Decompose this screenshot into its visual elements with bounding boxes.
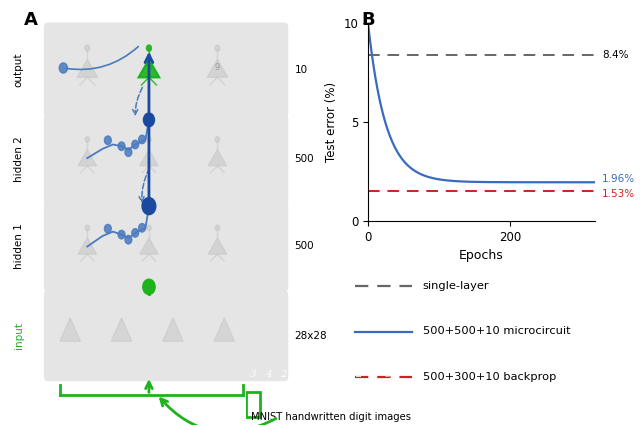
Text: 28x28: 28x28 (294, 331, 327, 341)
Text: 1.53%: 1.53% (602, 189, 636, 199)
Circle shape (85, 137, 90, 142)
Polygon shape (208, 150, 227, 166)
FancyBboxPatch shape (44, 114, 288, 205)
X-axis label: Epochs: Epochs (460, 249, 504, 262)
FancyBboxPatch shape (44, 201, 288, 292)
Circle shape (132, 229, 139, 237)
Circle shape (118, 142, 125, 150)
Polygon shape (78, 150, 97, 166)
Polygon shape (140, 150, 158, 166)
Circle shape (215, 137, 220, 142)
Circle shape (104, 224, 111, 233)
Polygon shape (78, 238, 97, 254)
Text: 8.4%: 8.4% (602, 50, 628, 60)
Text: 9: 9 (265, 401, 271, 410)
Text: 2: 2 (280, 370, 287, 379)
Text: 8: 8 (250, 401, 257, 410)
Text: 4: 4 (265, 370, 271, 379)
Text: 8: 8 (146, 63, 152, 73)
Circle shape (132, 140, 139, 149)
Text: single-layer: single-layer (423, 281, 490, 291)
Circle shape (85, 45, 90, 51)
Circle shape (147, 225, 151, 231)
Text: 5: 5 (310, 401, 317, 410)
Text: 4: 4 (385, 401, 392, 410)
Circle shape (125, 148, 132, 156)
Circle shape (118, 230, 125, 239)
Text: A: A (24, 11, 38, 28)
Text: 9: 9 (215, 63, 220, 73)
Text: 500+500+10 microcircuit: 500+500+10 microcircuit (423, 326, 570, 337)
Text: 500+300+10 backprop: 500+300+10 backprop (423, 372, 556, 382)
Text: input: input (14, 322, 24, 349)
Text: hidden 1: hidden 1 (14, 224, 24, 269)
Text: 9: 9 (310, 370, 317, 379)
Text: output: output (14, 53, 24, 88)
Circle shape (215, 45, 220, 51)
Circle shape (104, 136, 111, 144)
Circle shape (125, 235, 132, 244)
Text: 500: 500 (294, 154, 314, 164)
Circle shape (215, 225, 220, 231)
Text: 0: 0 (340, 401, 347, 410)
Circle shape (142, 198, 156, 215)
Circle shape (85, 225, 90, 231)
Text: 2: 2 (295, 401, 301, 410)
Circle shape (143, 279, 155, 295)
Polygon shape (208, 238, 227, 254)
Text: 6: 6 (370, 401, 377, 410)
Circle shape (60, 63, 67, 73)
Bar (246, 392, 260, 417)
Text: 0: 0 (325, 401, 332, 410)
Circle shape (147, 137, 151, 142)
Polygon shape (111, 318, 132, 341)
Text: B: B (362, 11, 375, 28)
Polygon shape (207, 60, 228, 77)
Text: 8: 8 (385, 370, 392, 379)
Text: MNIST handwritten digit images: MNIST handwritten digit images (251, 411, 411, 422)
Polygon shape (77, 60, 97, 77)
FancyBboxPatch shape (44, 290, 288, 381)
Text: 10: 10 (294, 65, 308, 75)
Circle shape (147, 45, 152, 51)
Circle shape (143, 113, 154, 127)
Text: 1.96%: 1.96% (602, 174, 636, 184)
Text: 1: 1 (295, 370, 301, 379)
FancyBboxPatch shape (44, 23, 288, 118)
Text: /: / (282, 401, 285, 410)
Text: 500: 500 (294, 241, 314, 252)
Polygon shape (60, 318, 81, 341)
Text: hidden 2: hidden 2 (14, 136, 24, 182)
Text: 2: 2 (355, 370, 362, 379)
Text: 5: 5 (325, 370, 332, 379)
Text: 6: 6 (340, 370, 347, 379)
Circle shape (139, 135, 145, 144)
Circle shape (139, 224, 145, 232)
Polygon shape (140, 238, 158, 254)
Polygon shape (139, 60, 159, 77)
Polygon shape (163, 318, 183, 341)
Text: 6: 6 (355, 401, 362, 410)
Text: 3: 3 (250, 370, 257, 379)
Text: /: / (372, 370, 375, 379)
Polygon shape (214, 318, 234, 341)
Y-axis label: Test error (%): Test error (%) (325, 82, 338, 162)
